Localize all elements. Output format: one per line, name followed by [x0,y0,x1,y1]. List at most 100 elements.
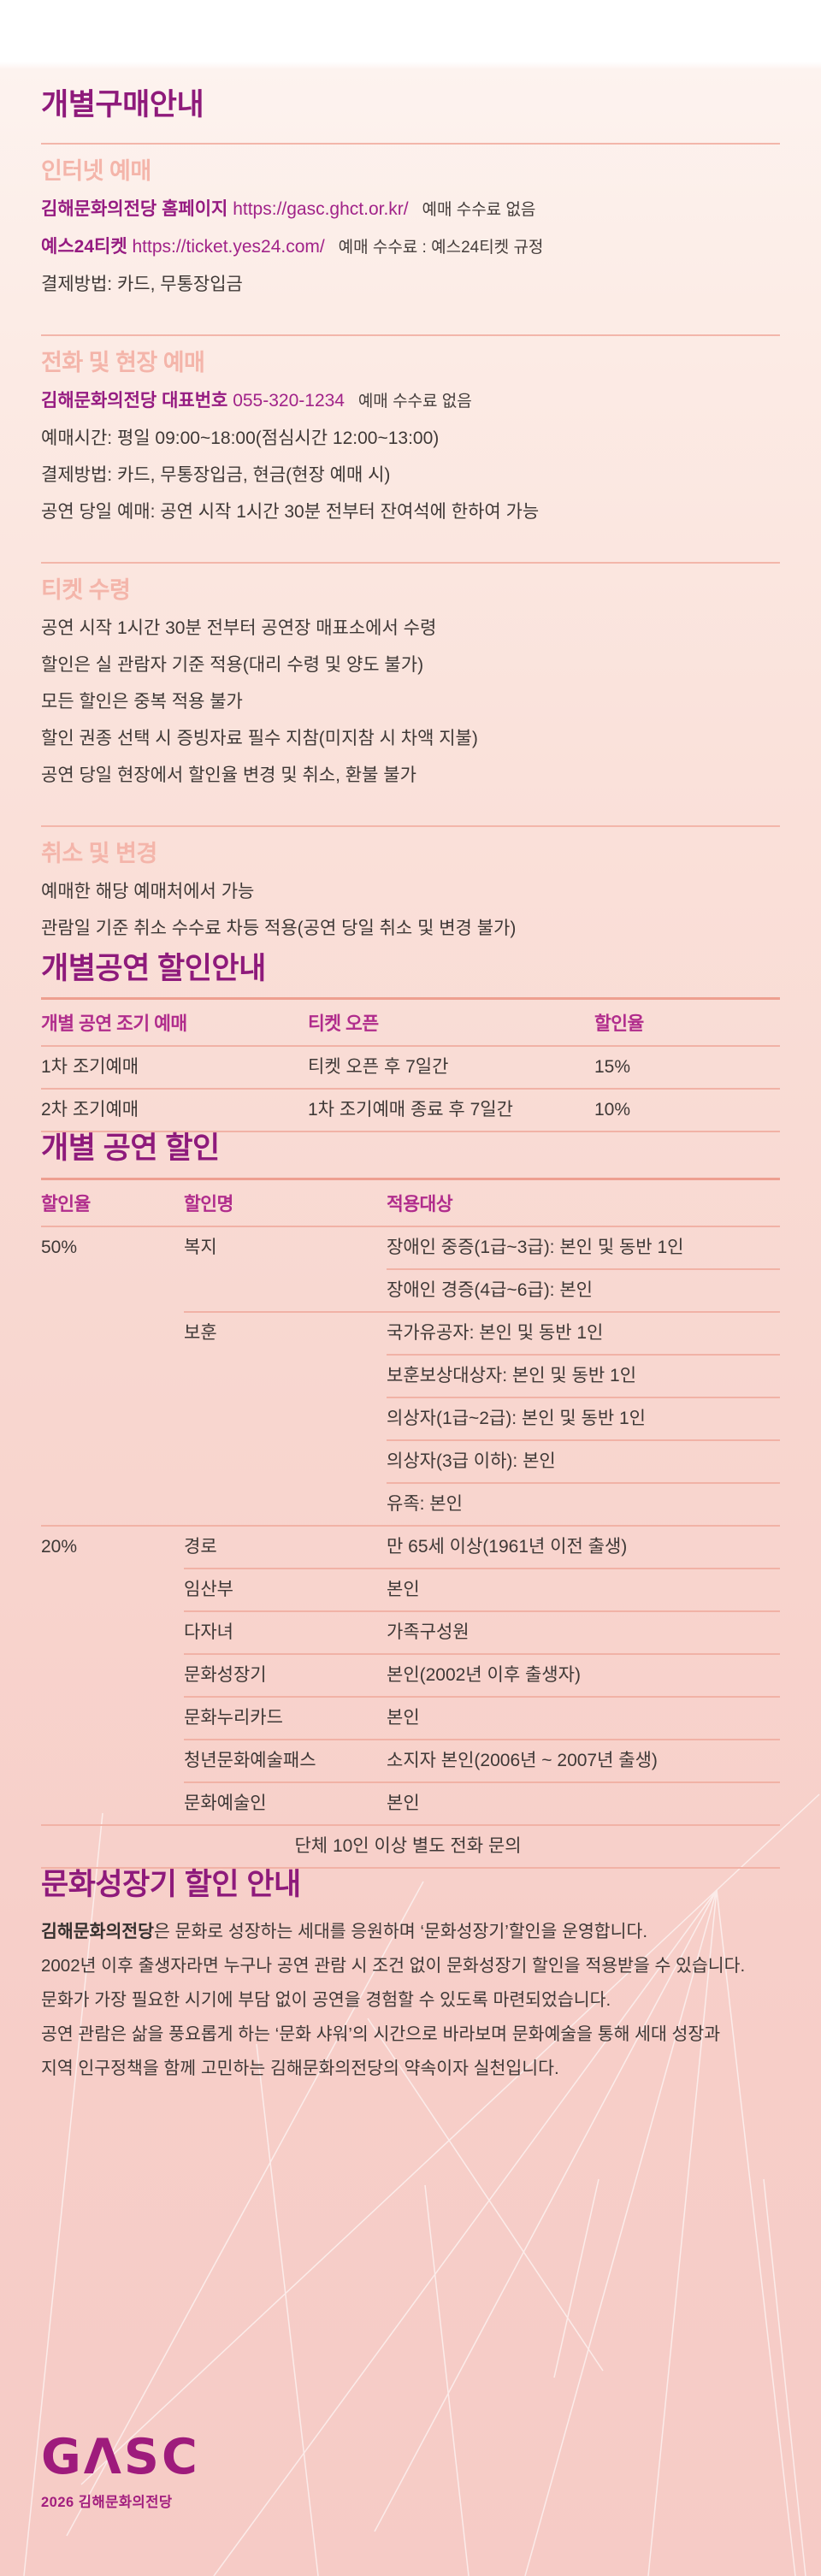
yes24-fee-note: 예매 수수료 : 예스24티켓 규정 [338,238,544,257]
phone-line-hours: 예매시간: 평일 09:00~18:00(점심시간 12:00~13:00) [41,428,440,448]
growth-notice-title: 문화성장기 할인 안내 [41,1867,301,1901]
yes24-link[interactable]: https://ticket.yes24.com/ [132,236,325,257]
yes24-label: 예스24티켓 [41,236,127,257]
target-cell: 소지자 본인(2006년 ~ 2007년 출생) [387,1738,780,1782]
table-header-row: 할인율 할인명 적용대상 [41,1179,780,1227]
internet-line-homepage: 김해문화의전당 홈페이지 https://gasc.ghct.or.kr/ 예매… [41,197,780,222]
gasc-logo: GΛSC [41,2429,200,2485]
target-cell: 장애인 중증(1급~3급): 본인 및 동반 1인 [387,1237,684,1257]
table-row: 문화예술인 본인 [41,1781,780,1825]
section-divider [41,824,780,827]
phone-label: 김해문화의전당 대표번호 [41,390,228,411]
phone-line-number: 김해문화의전당 대표번호 055-320-1234 예매 수수료 없음 [41,388,780,414]
homepage-label: 김해문화의전당 홈페이지 [41,198,228,219]
phone-number: 055-320-1234 [233,390,345,411]
early-discount-table: 개별 공연 조기 예매 티켓 오픈 할인율 1차 조기예매 티켓 오픈 후 7일… [41,997,780,1133]
growth-line-3: 문화가 가장 필요한 시기에 부담 없이 공연을 경험할 수 있도록 마련되었습… [41,1990,611,2011]
section-heading-phone: 전화 및 현장 예매 [41,349,205,375]
pickup-line-5: 공연 당일 현장에서 할인율 변경 및 취소, 환불 불가 [41,765,416,785]
section-divider [41,142,780,145]
table-cell: 15% [594,1057,631,1078]
target-cell: 장애인 경증(4급~6급): 본인 [387,1267,780,1312]
target-cell: 본인 [387,1567,780,1611]
section-divider [41,334,780,336]
growth-line-4: 공연 관람은 삶을 풍요롭게 하는 ‘문화 샤워’의 시간으로 바라보며 문화예… [41,2024,721,2045]
gasc-logo-caption: 2026 김해문화의전당 [41,2495,173,2510]
cancel-line-1: 예매한 해당 예매처에서 가능 [41,881,255,901]
target-cell: 의상자(3급 이하): 본인 [387,1439,780,1483]
table-header-row: 개별 공연 조기 예매 티켓 오픈 할인율 [41,998,780,1048]
table-cell: 1차 조기예매 [41,1057,139,1078]
table-row: 50% 복지 장애인 중증(1급~3급): 본인 및 동반 1인 [41,1226,780,1269]
discount-name-cell: 문화누리카드 [184,1695,387,1740]
table-row: 1차 조기예매 티켓 오픈 후 7일간 15% [41,1046,780,1089]
discount-name-cell: 문화예술인 [184,1781,387,1825]
phone-fee-note: 예매 수수료 없음 [357,392,472,411]
column-header: 할인율 [41,1179,184,1227]
cancel-line-2: 관람일 기준 취소 수수료 차등 적용(공연 당일 취소 및 변경 불가) [41,918,517,938]
section-divider [41,561,780,564]
discount-name-cell: 문화성장기 [184,1652,387,1697]
table-row: 보훈 국가유공자: 본인 및 동반 1인 [41,1310,780,1526]
growth-line-5: 지역 인구정책을 함께 고민하는 김해문화의전당의 약속이자 실천입니다. [41,2059,559,2079]
column-header: 할인율 [594,998,780,1048]
growth-line-1: 김해문화의전당은 문화로 성장하는 세대를 응원하며 ‘문화성장기’할인을 운영… [41,1922,648,1942]
table-cell: 1차 조기예매 종료 후 7일간 [308,1088,594,1132]
table-footnote-row: 단체 10인 이상 별도 전화 문의 [41,1823,780,1868]
pickup-line-2: 할인은 실 관람자 기준 적용(대리 수령 및 양도 불가) [41,654,424,675]
table-row: 문화누리카드 본인 [41,1695,780,1740]
early-discount-title: 개별공연 할인안내 [41,951,266,985]
section-heading-cancel: 취소 및 변경 [41,840,157,866]
column-header: 티켓 오픈 [308,998,594,1048]
growth-line-2: 2002년 이후 출생자라면 누구나 공연 관람 시 조건 없이 문화성장기 할… [41,1956,746,1976]
homepage-link[interactable]: https://gasc.ghct.or.kr/ [233,198,409,219]
target-cell: 국가유공자: 본인 및 동반 1인 [387,1310,780,1355]
rate-cell: 20% [41,1524,184,1825]
column-header: 할인명 [184,1179,387,1227]
discount-name-cell: 경로 [184,1524,387,1569]
target-cell: 의상자(1급~2급): 본인 및 동반 1인 [387,1396,780,1440]
page-title: 개별구매안내 [41,88,204,121]
table-row: 다자녀 가족구성원 [41,1610,780,1654]
target-cell: 본인(2002년 이후 출생자) [387,1652,780,1697]
discount-name-cell: 다자녀 [184,1610,387,1654]
target-cell: 보훈보상대상자: 본인 및 동반 1인 [387,1353,780,1397]
rate-cell: 50% [41,1237,78,1257]
table-row: 청년문화예술패스 소지자 본인(2006년 ~ 2007년 출생) [41,1738,780,1782]
individual-discount-title: 개별 공연 할인 [41,1131,220,1166]
footer: GΛSC 2026 김해문화의전당 [41,2433,200,2511]
table-row: 2차 조기예매 1차 조기예매 종료 후 7일간 10% [41,1088,780,1132]
table-row: 장애인 경증(4급~6급): 본인 [41,1267,780,1312]
section-heading-internet: 인터넷 예매 [41,157,151,184]
table-row: 임산부 본인 [41,1567,780,1611]
table-row: 20% 경로 만 65세 이상(1961년 이전 출생) [41,1524,780,1825]
section-internet-booking: 인터넷 예매 김해문화의전당 홈페이지 https://gasc.ghct.or… [41,158,780,297]
individual-discount-table: 할인율 할인명 적용대상 50% 복지 장애인 중증(1급~3급): 본인 및 … [41,1177,780,1869]
table-row: 의상자(3급 이하): 본인 [41,1439,780,1483]
section-heading-pickup: 티켓 수령 [41,576,131,603]
target-cell: 만 65세 이상(1961년 이전 출생) [387,1524,780,1569]
target-cell: 본인 [387,1695,780,1740]
discount-name-cell: 임산부 [184,1567,387,1611]
table-row: 보훈보상대상자: 본인 및 동반 1인 [41,1353,780,1397]
table-cell: 2차 조기예매 [41,1088,308,1132]
phone-line-sameday: 공연 당일 예매: 공연 시작 1시간 30분 전부터 잔여석에 한하여 가능 [41,501,540,522]
table-row: 의상자(1급~2급): 본인 및 동반 1인 [41,1396,780,1440]
group-inquiry-note: 단체 10인 이상 별도 전화 문의 [41,1823,780,1868]
discount-name-cell: 청년문화예술패스 [184,1738,387,1782]
column-header: 적용대상 [387,1179,780,1227]
target-cell: 본인 [387,1781,780,1825]
section-ticket-pickup: 티켓 수령 공연 시작 1시간 30분 전부터 공연장 매표소에서 수령 할인은… [41,577,780,788]
phone-line-payment: 결제방법: 카드, 무통장입금, 현금(현장 예매 시) [41,464,391,485]
growth-lead: 김해문화의전당 [41,1922,155,1942]
target-cell: 가족구성원 [387,1610,780,1654]
growth-notice-paragraph: 김해문화의전당은 문화로 성장하는 세대를 응원하며 ‘문화성장기’할인을 운영… [41,1915,780,2086]
discount-name-cell: 보훈 [184,1310,387,1526]
column-header: 개별 공연 조기 예매 [41,998,308,1048]
table-cell: 10% [594,1088,780,1132]
internet-line-payment: 결제방법: 카드, 무통장입금 [41,274,243,294]
internet-line-yes24: 예스24티켓 https://ticket.yes24.com/ 예매 수수료 … [41,234,780,260]
section-phone-booking: 전화 및 현장 예매 김해문화의전당 대표번호 055-320-1234 예매 … [41,350,780,524]
discount-name-cell: 복지 [184,1237,217,1257]
